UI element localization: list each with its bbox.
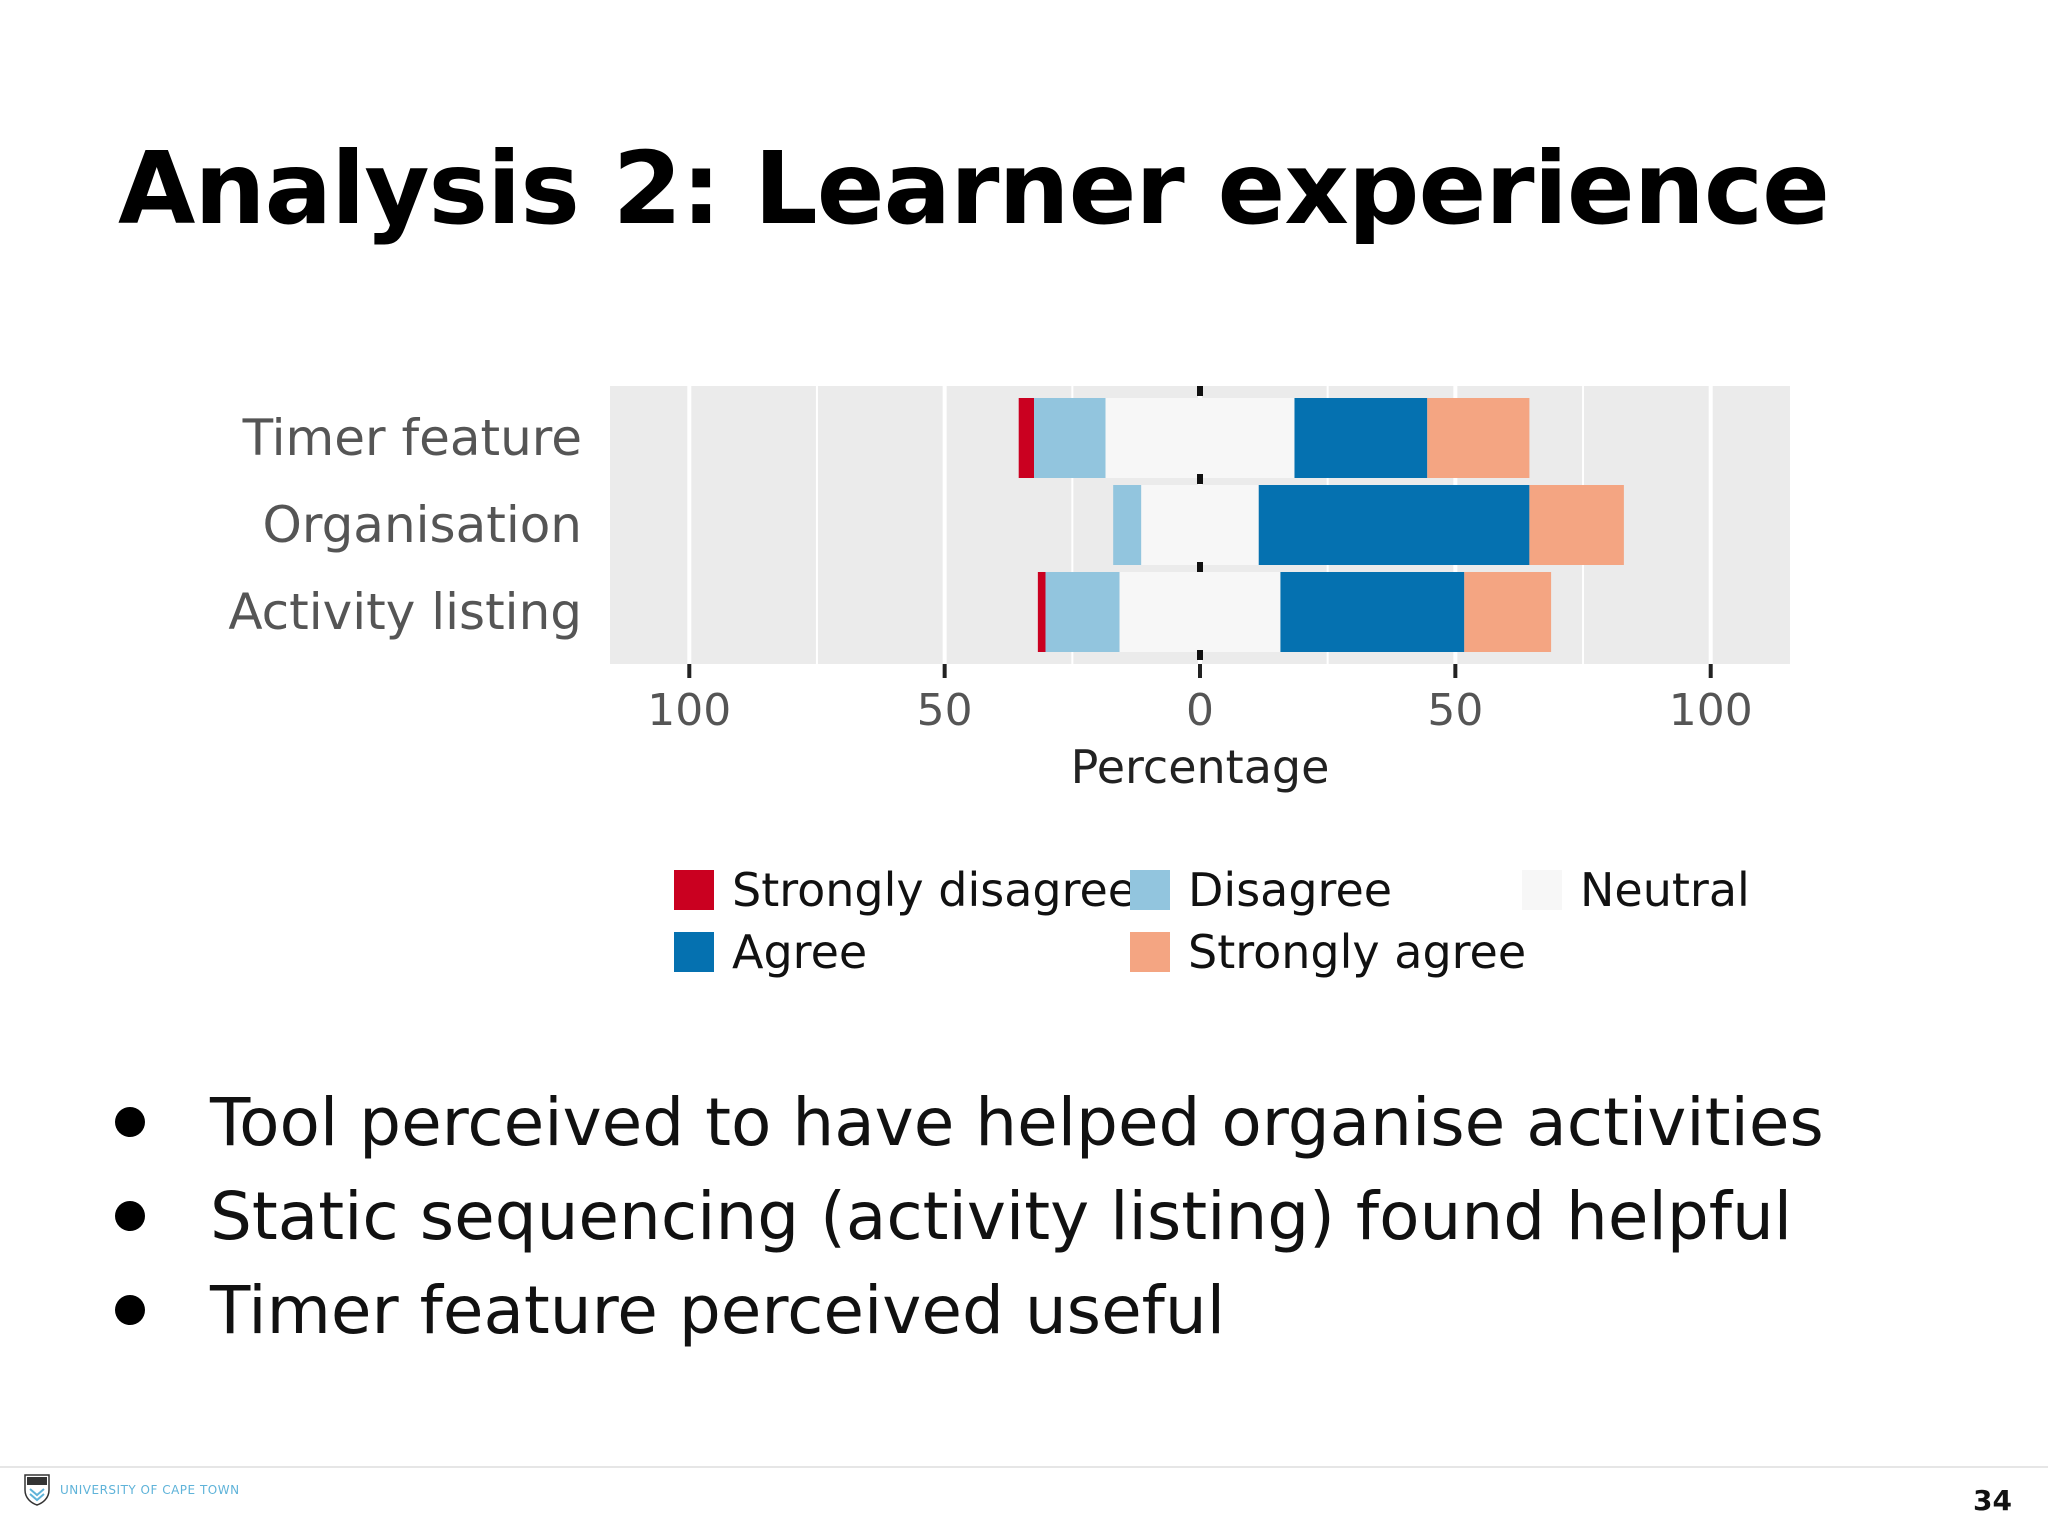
bar-activity-listing-strongly-agree (1464, 572, 1552, 652)
bullet-item: Timer feature perceived useful (105, 1263, 1824, 1357)
legend-item-disagree: Disagree (1130, 863, 1393, 917)
legend-label: Neutral (1580, 863, 1750, 917)
category-label: Organisation (263, 496, 582, 554)
legend-label: Agree (732, 925, 868, 979)
bullet-text: Static sequencing (activity listing) fou… (210, 1177, 1793, 1255)
legend-label: Disagree (1188, 863, 1393, 917)
legend-item-strongly-agree: Strongly agree (1130, 925, 1527, 979)
bullet-dot-icon (115, 1107, 145, 1137)
bar-organisation-neutral (1141, 485, 1259, 565)
x-tick-label: 0 (1186, 685, 1214, 736)
footer-divider (0, 1466, 2048, 1468)
bar-activity-listing-agree (1280, 572, 1465, 652)
chart-legend: Strongly disagree Disagree Neutral Agree Str… (674, 863, 1794, 986)
bar-timer-feature-agree (1294, 398, 1428, 478)
legend-swatch (674, 870, 714, 910)
page-number: 34 (1973, 1484, 2012, 1517)
bar-timer-feature-neutral (1105, 398, 1295, 478)
bar-timer-feature-strongly-disagree (1018, 398, 1035, 478)
bullet-item: Tool perceived to have helped organise a… (105, 1075, 1824, 1169)
bullet-dot-icon (115, 1295, 145, 1325)
legend-item-agree: Agree (674, 925, 868, 979)
bullet-item: Static sequencing (activity listing) fou… (105, 1169, 1824, 1263)
bar-timer-feature-strongly-agree (1427, 398, 1530, 478)
bar-activity-listing-strongly-disagree (1037, 572, 1046, 652)
bullet-dot-icon (115, 1201, 145, 1231)
likert-chart: Timer feature Organisation Activity listin… (228, 386, 1790, 794)
bullet-text: Tool perceived to have helped organise a… (210, 1083, 1824, 1161)
university-name: UNIVERSITY OF CAPE TOWN (60, 1483, 240, 1497)
bullet-text: Timer feature perceived useful (210, 1271, 1226, 1349)
x-axis-title: Percentage (1071, 740, 1330, 794)
x-tick-label: 50 (1427, 685, 1483, 736)
slide-title: Analysis 2: Learner experience (118, 130, 1830, 247)
bar-activity-listing-disagree (1045, 572, 1120, 652)
bar-organisation-agree (1258, 485, 1530, 565)
x-tick-label: 50 (917, 685, 973, 736)
bar-organisation-strongly-agree (1529, 485, 1624, 565)
x-tick-label: 100 (647, 685, 731, 736)
category-label: Activity listing (228, 583, 582, 641)
legend-swatch (674, 932, 714, 972)
legend-swatch (1522, 870, 1562, 910)
bar-activity-listing-neutral (1119, 572, 1281, 652)
legend-item-strongly-disagree: Strongly disagree (674, 863, 1137, 917)
legend-swatch (1130, 870, 1170, 910)
legend-item-neutral: Neutral (1522, 863, 1750, 917)
university-logo: UNIVERSITY OF CAPE TOWN (24, 1474, 240, 1506)
legend-label: Strongly agree (1188, 925, 1527, 979)
legend-label: Strongly disagree (732, 863, 1137, 917)
university-crest-icon (24, 1474, 50, 1506)
x-tick-label: 100 (1669, 685, 1753, 736)
chart-svg: Timer feature Organisation Activity listin… (228, 386, 1790, 794)
bar-organisation-disagree (1113, 485, 1142, 565)
bar-timer-feature-disagree (1034, 398, 1106, 478)
bullet-list: Tool perceived to have helped organise a… (105, 1075, 1824, 1357)
legend-swatch (1130, 932, 1170, 972)
category-label: Timer feature (242, 409, 582, 467)
